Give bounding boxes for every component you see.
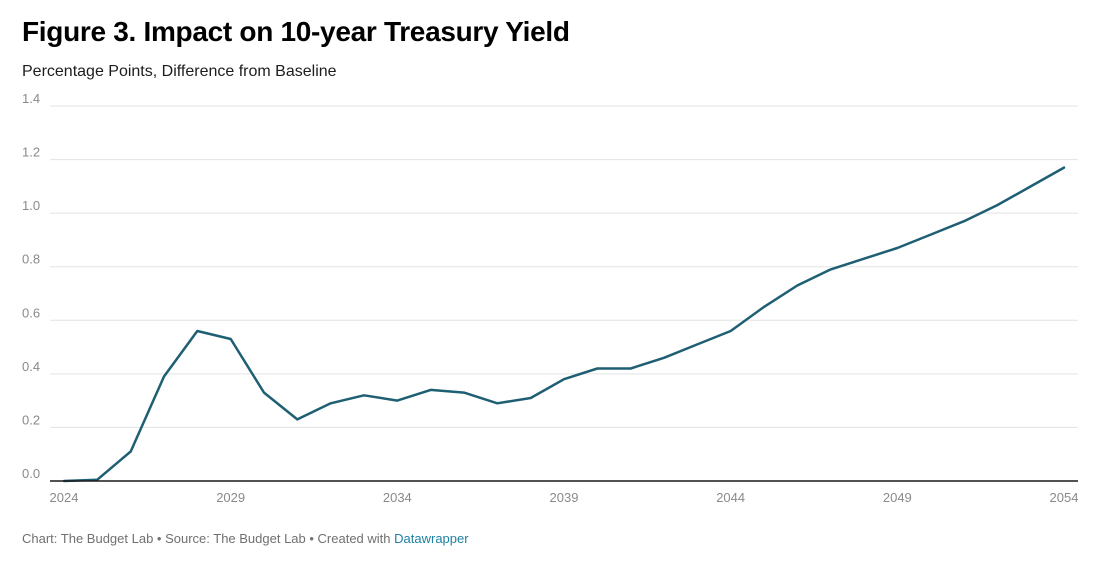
chart-subtitle: Percentage Points, Difference from Basel… bbox=[22, 63, 337, 80]
x-tick-label: 2034 bbox=[383, 490, 412, 505]
x-tick-label: 2044 bbox=[716, 490, 745, 505]
y-tick-label: 0.0 bbox=[22, 466, 40, 481]
x-tick-label: 2024 bbox=[50, 490, 79, 505]
series-layer bbox=[62, 166, 1066, 483]
x-tick-label: 2049 bbox=[883, 490, 912, 505]
x-tick-label: 2029 bbox=[216, 490, 245, 505]
x-tick-label: 2054 bbox=[1050, 490, 1079, 505]
series-line bbox=[62, 166, 1066, 483]
y-tick-label: 1.4 bbox=[22, 91, 40, 106]
chart-footer: Chart: The Budget Lab • Source: The Budg… bbox=[22, 531, 469, 546]
y-axis-ticks: 0.0 0.2 0.4 0.6 0.8 1.0 1.2 1.4 bbox=[22, 91, 40, 481]
y-tick-label: 1.0 bbox=[22, 198, 40, 213]
gridlines bbox=[50, 105, 1078, 428]
datawrapper-link[interactable]: Datawrapper bbox=[394, 531, 469, 546]
y-tick-label: 0.2 bbox=[22, 412, 40, 427]
y-tick-label: 1.2 bbox=[22, 145, 40, 160]
y-tick-label: 0.4 bbox=[22, 359, 40, 374]
y-tick-label: 0.8 bbox=[22, 252, 40, 267]
chart-title: Figure 3. Impact on 10-year Treasury Yie… bbox=[22, 16, 570, 47]
footer-credit: Chart: The Budget Lab • Source: The Budg… bbox=[22, 531, 395, 546]
x-axis-ticks: 2024 2029 2034 2039 2044 2049 2054 bbox=[50, 490, 1079, 505]
x-tick-label: 2039 bbox=[550, 490, 579, 505]
y-tick-label: 0.6 bbox=[22, 305, 40, 320]
